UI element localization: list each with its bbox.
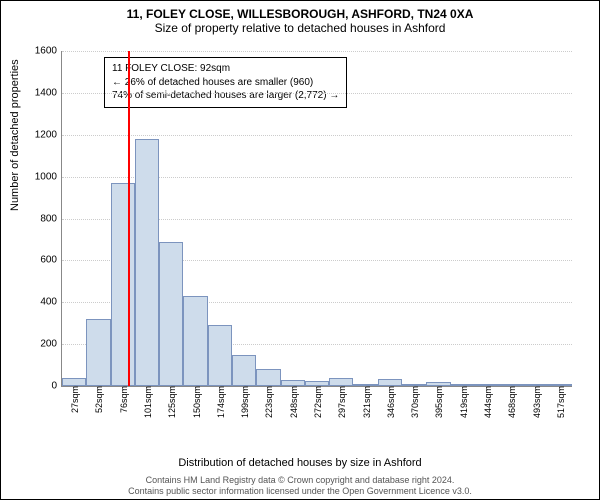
histogram-bar [329, 378, 353, 386]
histogram-bar [62, 378, 86, 386]
histogram-bar [111, 183, 135, 386]
y-tick-label: 1400 [35, 87, 62, 98]
y-tick-label: 600 [40, 255, 62, 266]
y-axis-label: Number of detached properties [9, 59, 21, 211]
y-tick-label: 800 [40, 213, 62, 224]
x-tick-label: 346sqm [384, 386, 396, 418]
histogram-bar [86, 319, 110, 386]
x-tick-label: 248sqm [287, 386, 299, 418]
legend-line-2: ← 26% of detached houses are smaller (96… [112, 76, 339, 90]
histogram-bar [208, 325, 232, 386]
attribution-line-1: Contains HM Land Registry data © Crown c… [1, 475, 599, 486]
x-tick-label: 517sqm [554, 386, 566, 418]
x-tick-label: 76sqm [117, 386, 129, 413]
histogram-bar [256, 369, 280, 386]
y-tick-label: 200 [40, 339, 62, 350]
x-tick-label: 101sqm [141, 386, 153, 418]
plot-area: 11 FOLEY CLOSE: 92sqm ← 26% of detached … [61, 51, 572, 387]
y-tick-label: 1200 [35, 129, 62, 140]
y-tick-label: 1600 [35, 46, 62, 57]
x-tick-label: 199sqm [238, 386, 250, 418]
x-tick-label: 27sqm [68, 386, 80, 413]
x-tick-label: 223sqm [262, 386, 274, 418]
x-tick-label: 125sqm [165, 386, 177, 418]
x-tick-label: 272sqm [311, 386, 323, 418]
x-tick-label: 395sqm [432, 386, 444, 418]
legend-box: 11 FOLEY CLOSE: 92sqm ← 26% of detached … [104, 57, 347, 108]
attribution-text: Contains HM Land Registry data © Crown c… [1, 475, 599, 497]
chart-title: 11, FOLEY CLOSE, WILLESBOROUGH, ASHFORD,… [1, 1, 599, 21]
attribution-line-2: Contains public sector information licen… [1, 486, 599, 497]
legend-line-1: 11 FOLEY CLOSE: 92sqm [112, 62, 339, 76]
legend-line-3: 74% of semi-detached houses are larger (… [112, 89, 339, 103]
x-tick-label: 174sqm [214, 386, 226, 418]
histogram-bar [135, 139, 159, 386]
histogram-bar [232, 355, 256, 386]
histogram-bar [378, 379, 402, 386]
x-tick-label: 468sqm [505, 386, 517, 418]
reference-line [128, 51, 130, 386]
gridline [62, 135, 572, 136]
y-tick-label: 400 [40, 297, 62, 308]
x-tick-label: 493sqm [530, 386, 542, 418]
x-tick-label: 297sqm [335, 386, 347, 418]
x-axis-label: Distribution of detached houses by size … [1, 457, 599, 469]
y-tick-label: 1000 [35, 171, 62, 182]
x-tick-label: 52sqm [92, 386, 104, 413]
gridline [62, 93, 572, 94]
x-tick-label: 419sqm [457, 386, 469, 418]
histogram-bar [183, 296, 207, 386]
gridline [62, 51, 572, 52]
chart-container: 11, FOLEY CLOSE, WILLESBOROUGH, ASHFORD,… [0, 0, 600, 500]
histogram-bar [159, 242, 183, 386]
chart-subtitle: Size of property relative to detached ho… [1, 21, 599, 37]
y-tick-label: 0 [51, 381, 62, 392]
x-tick-label: 321sqm [360, 386, 372, 418]
x-tick-label: 370sqm [408, 386, 420, 418]
x-tick-label: 150sqm [190, 386, 202, 418]
x-tick-label: 444sqm [481, 386, 493, 418]
